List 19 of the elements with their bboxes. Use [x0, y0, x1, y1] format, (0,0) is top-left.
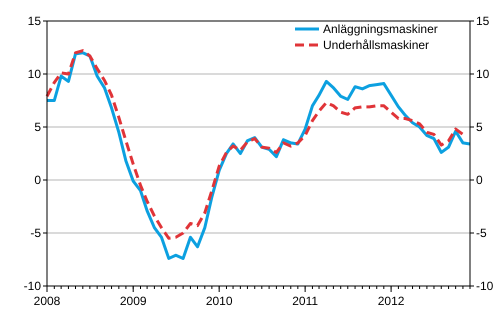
- x-tick-label: 2011: [292, 294, 318, 308]
- y2-tick-label: 15: [476, 14, 490, 28]
- y-tick-label: -5: [30, 226, 42, 240]
- y-tick-label: 0: [34, 173, 42, 188]
- y-tick-label: 15: [28, 14, 42, 28]
- x-tick-label: 2012: [378, 294, 405, 308]
- y2-tick-label: 10: [476, 67, 490, 82]
- y-tick-label: 5: [34, 120, 42, 134]
- y2-tick-label: -5: [476, 226, 487, 240]
- y2-tick-label: -10: [476, 279, 494, 294]
- y-tick-label: -10: [24, 279, 42, 294]
- y-tick-label: 10: [28, 67, 42, 82]
- x-tick-label: 2008: [34, 294, 61, 308]
- y2-tick-label: 0: [476, 173, 483, 188]
- x-tick-label: 2010: [206, 294, 233, 308]
- x-tick-label: 2009: [120, 294, 147, 308]
- y2-tick-label: 5: [476, 120, 483, 134]
- legend-label: Underhållsmaskiner: [323, 38, 430, 52]
- legend-label: Anläggningsmaskiner: [323, 22, 438, 36]
